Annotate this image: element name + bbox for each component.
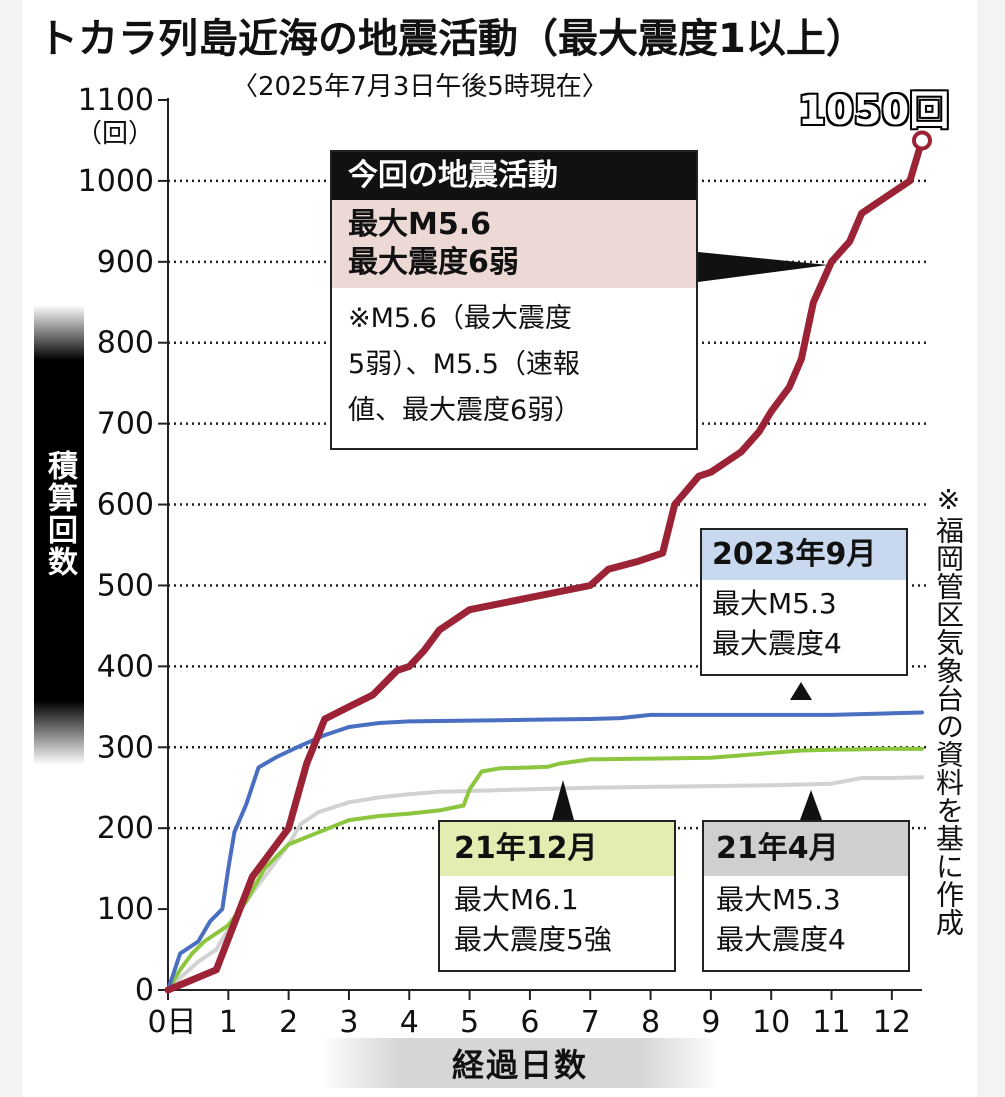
y-axis-label-background (34, 305, 84, 765)
sep2023-header: 2023年9月 (702, 530, 906, 580)
x-tick-label: 10 (752, 1005, 790, 1040)
dec2021-header: 21年12月 (440, 822, 674, 876)
x-tick-label: 7 (581, 1005, 600, 1040)
current-activity-intensity: 最大震度6弱 (348, 245, 519, 280)
series-line-apr2021 (166, 775, 924, 992)
current-series-endpoint (912, 130, 932, 151)
dec2021-magnitude: 最大M6.1 (454, 883, 579, 916)
current-activity-note: ※M5.6（最大震度 5弱）、M5.5（速報 値、最大震度6弱） (332, 288, 696, 442)
current-activity-box: 今回の地震活動 最大M5.6 最大震度6弱 ※M5.6（最大震度 5弱）、M5.… (330, 150, 698, 450)
y-tick-label: 200 (97, 811, 154, 846)
dec2021-details: 最大M6.1 最大震度5強 (440, 876, 674, 964)
current-activity-header: 今回の地震活動 (332, 152, 696, 200)
y-unit-label: （回） (76, 119, 154, 149)
y-tick-label: 0 (135, 973, 154, 1008)
x-tick-label: 5 (460, 1005, 479, 1040)
x-tick-label: 11 (812, 1005, 850, 1040)
current-activity-note-3: 値、最大震度6弱） (348, 395, 582, 426)
x-axis-label: 経過日数 (451, 1046, 588, 1084)
dec2021-pointer (552, 780, 574, 820)
y-tick-label: 700 (97, 407, 154, 442)
sep2023-pointer (790, 682, 812, 700)
x-tick-label: 0日 (147, 1005, 196, 1040)
source-note: ※福岡管区気象台の資料を基に作成 (932, 483, 965, 936)
x-tick-label: 2 (279, 1005, 298, 1040)
x-tick-label: 9 (701, 1005, 720, 1040)
y-tick-label: 400 (97, 649, 154, 684)
apr2021-box: 21年4月 最大M5.3 最大震度4 (702, 820, 910, 972)
current-activity-summary: 最大M5.6 最大震度6弱 (332, 200, 696, 288)
y-tick-label: 600 (97, 488, 154, 523)
apr2021-intensity: 最大震度4 (716, 923, 846, 956)
x-axis-label-background (320, 1038, 720, 1088)
chart-title: トカラ列島近海の地震活動（最大震度1以上） (38, 16, 866, 62)
sep2023-details: 最大M5.3 最大震度4 (702, 580, 906, 668)
y-tick-label: 800 (97, 326, 154, 361)
apr2021-header: 21年4月 (704, 822, 908, 876)
y-tick-label: 500 (97, 568, 154, 603)
current-activity-note-2: 5弱）、M5.5（速報 (348, 349, 580, 380)
x-tick-label: 8 (641, 1005, 660, 1040)
y-tick-label: 1100 (78, 83, 154, 118)
series-line-current (164, 137, 926, 994)
apr2021-magnitude: 最大M5.3 (716, 883, 841, 916)
chart-subtitle: 〈2025年7月3日午後5時現在〉 (232, 72, 608, 102)
apr2021-pointer (800, 790, 822, 820)
dec2021-box: 21年12月 最大M6.1 最大震度5強 (438, 820, 676, 972)
current-activity-magnitude: 最大M5.6 (348, 207, 491, 242)
x-tick-label: 6 (520, 1005, 539, 1040)
current-activity-note-1: ※M5.6（最大震度 (348, 303, 572, 334)
y-tick-label: 1000 (78, 164, 154, 199)
y-tick-label: 900 (97, 245, 154, 280)
total-count-label: 1050回 (797, 87, 950, 135)
sep2023-intensity: 最大震度4 (712, 627, 842, 660)
series-line-sep2023 (166, 710, 924, 992)
x-tick-label: 3 (339, 1005, 358, 1040)
x-tick-label: 4 (400, 1005, 419, 1040)
sep2023-box: 2023年9月 最大M5.3 最大震度4 (700, 528, 908, 676)
y-tick-label: 100 (97, 892, 154, 927)
sep2023-magnitude: 最大M5.3 (712, 587, 837, 620)
y-axis-label: 積算回数 (42, 450, 77, 578)
apr2021-details: 最大M5.3 最大震度4 (704, 876, 908, 964)
current-box-pointer (698, 252, 828, 282)
dec2021-intensity: 最大震度5強 (454, 923, 612, 956)
x-tick-label: 12 (873, 1005, 911, 1040)
x-tick-label: 1 (219, 1005, 238, 1040)
y-tick-label: 300 (97, 730, 154, 765)
